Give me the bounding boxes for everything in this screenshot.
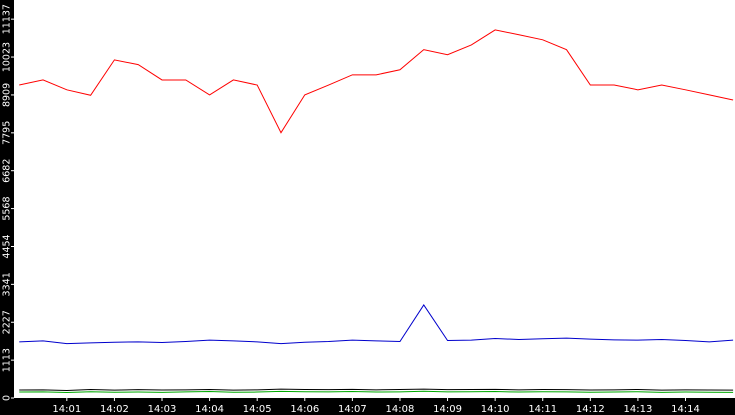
x-tick-label: 14:09	[433, 404, 462, 415]
x-tick-label: 14:04	[195, 404, 224, 415]
y-tick-label: 8909	[2, 83, 13, 107]
x-tick-label: 14:12	[576, 404, 605, 415]
y-tick-label: 11137	[2, 4, 13, 34]
series-line	[19, 29, 734, 134]
y-tick-label: 7795	[2, 121, 13, 145]
x-tick-label: 14:05	[243, 404, 272, 415]
x-tick-label: 14:13	[624, 404, 653, 415]
y-tick-label: 4454	[2, 234, 13, 258]
y-tick-label: 1113	[2, 348, 13, 372]
y-tick-label: 3341	[2, 272, 13, 296]
x-tick-label: 14:07	[338, 404, 367, 415]
x-tick-label: 14:08	[386, 404, 415, 415]
plot-area	[14, 0, 735, 398]
x-tick-label: 14:02	[100, 404, 129, 415]
x-tick-label: 14:10	[481, 404, 510, 415]
series-line	[19, 390, 734, 394]
x-tick-label: 14:14	[671, 404, 700, 415]
x-tick-label: 14:11	[528, 404, 557, 415]
y-tick-label: 5568	[2, 196, 13, 220]
x-tick-label: 14:01	[52, 404, 81, 415]
y-tick-label: 2227	[2, 310, 13, 334]
series-line	[19, 304, 734, 345]
y-tick-label: 0	[2, 395, 13, 401]
y-tick-label: 10023	[2, 42, 13, 72]
x-tick-label: 14:03	[148, 404, 177, 415]
series-line	[19, 388, 734, 392]
y-tick-label: 6682	[2, 159, 13, 183]
x-tick-label: 14:06	[290, 404, 319, 415]
